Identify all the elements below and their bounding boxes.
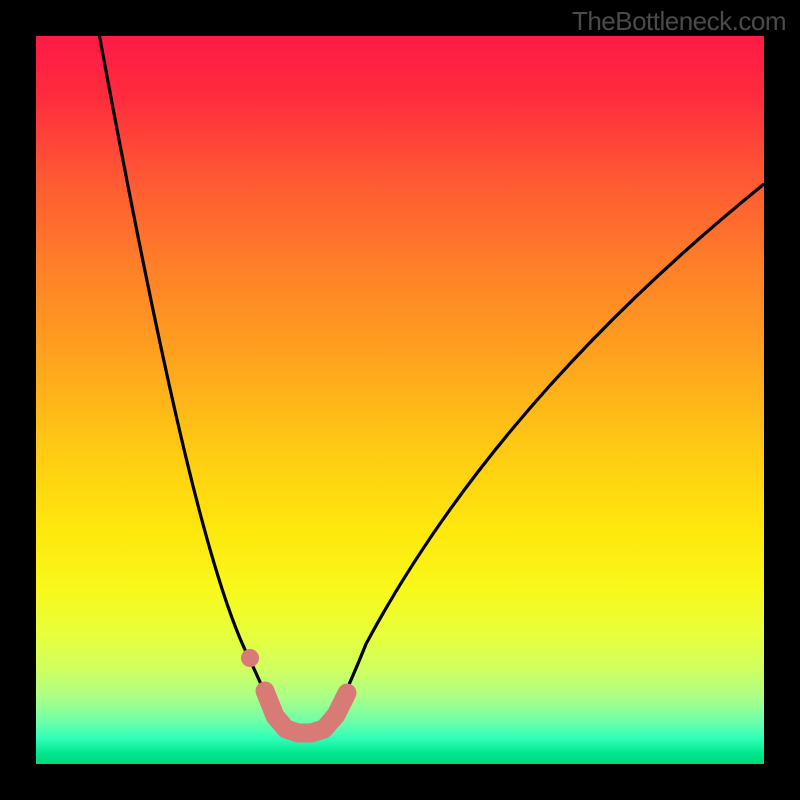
plot-area xyxy=(36,36,764,764)
watermark-text: TheBottleneck.com xyxy=(572,6,786,37)
gradient-background xyxy=(36,36,764,764)
chart-svg xyxy=(36,36,764,764)
highlight-dot xyxy=(241,649,259,667)
